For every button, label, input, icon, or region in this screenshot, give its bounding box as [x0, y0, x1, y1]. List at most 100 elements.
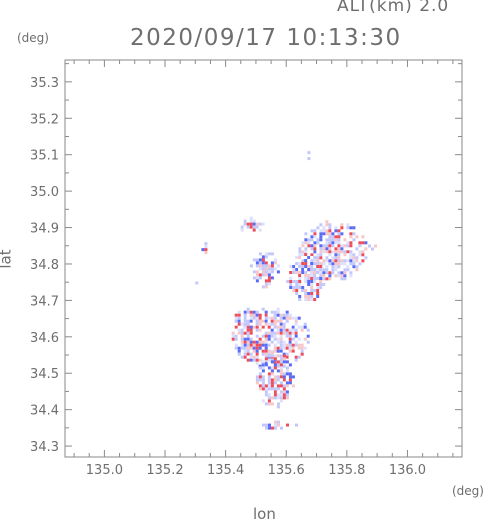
echo-cell [313, 277, 317, 280]
echo-cell [261, 222, 265, 226]
echo-cell [303, 337, 307, 341]
echo-cell [288, 346, 292, 350]
echo-cell [292, 286, 296, 289]
echo-cell [261, 252, 265, 256]
echo-cell [313, 247, 317, 251]
echo-cell [349, 271, 353, 275]
echo-cell [343, 253, 347, 257]
echo-cell [307, 265, 311, 268]
echo-cell [234, 334, 238, 338]
echo-cell [246, 349, 250, 353]
echo-cell [252, 219, 256, 223]
echo-cell [252, 258, 256, 262]
echo-cell [273, 366, 277, 370]
echo-cell [249, 358, 253, 362]
echo-cell [276, 313, 280, 317]
echo-cell [316, 286, 320, 289]
echo-cell [319, 271, 323, 274]
echo-cell [331, 277, 335, 281]
echo-cell [255, 316, 259, 320]
echo-cell [267, 316, 271, 320]
echo-cell [276, 396, 280, 400]
echo-cell [261, 340, 265, 344]
echo-cell [358, 259, 362, 263]
echo-cell [261, 264, 265, 268]
echo-cell [355, 253, 359, 257]
echo-cell [310, 253, 314, 257]
echo-cell [267, 264, 271, 268]
echo-cell [316, 256, 320, 260]
echo-cell [282, 316, 286, 320]
echo-cell [255, 319, 259, 323]
echo-cell [316, 265, 320, 268]
echo-cell [334, 247, 338, 251]
echo-cell [261, 331, 265, 335]
echo-cell [276, 328, 280, 332]
echo-cell [285, 366, 289, 370]
echo-cell [289, 271, 293, 274]
y-tick-label: 34.8 [30, 258, 59, 273]
echo-cell [240, 225, 244, 229]
echo-cell [264, 393, 268, 397]
echo-cell [310, 292, 314, 295]
echo-cell [261, 285, 265, 289]
echo-cell [246, 340, 250, 344]
y-tick-label: 35.0 [30, 185, 59, 200]
echo-cell [322, 244, 326, 248]
echo-cell [258, 352, 262, 356]
echo-cell [285, 393, 289, 397]
echo-cell [240, 340, 244, 344]
echo-cell [303, 346, 307, 350]
echo-cell [270, 252, 274, 256]
echo-cell [267, 273, 271, 277]
echo-cell [285, 352, 289, 356]
echo-cell [340, 259, 344, 263]
echo-cell [276, 346, 280, 350]
echo-cell [313, 274, 317, 277]
echo-cell [264, 357, 268, 361]
echo-cell [261, 366, 265, 370]
echo-cell [270, 340, 274, 344]
echo-cell [313, 244, 317, 248]
echo-cell [289, 277, 293, 280]
echo-cell [328, 277, 332, 281]
echo-cell [310, 277, 314, 280]
echo-cell [282, 393, 286, 397]
echo-cell [267, 375, 271, 379]
echo-cell [285, 384, 289, 388]
echo-cell [258, 258, 262, 262]
echo-cell [264, 282, 268, 286]
echo-cell [307, 274, 311, 277]
echo-cell [276, 270, 280, 274]
echo-cell [331, 241, 335, 245]
y-tick-label: 34.6 [30, 331, 59, 346]
echo-cell [258, 372, 262, 376]
echo-cell [282, 354, 286, 358]
echo-cell [343, 271, 347, 275]
echo-cell [319, 274, 323, 278]
echo-cell [301, 271, 305, 274]
echo-cell [264, 285, 268, 289]
echo-cell [258, 228, 262, 232]
echo-cell [301, 289, 305, 292]
echo-layer [192, 151, 377, 430]
echo-cell [295, 283, 299, 286]
echo-cell [319, 265, 323, 268]
echo-cell [331, 247, 335, 251]
echo-cell [249, 225, 253, 229]
echo-cell [270, 351, 274, 355]
echo-cell [243, 337, 247, 341]
echo-cell [307, 280, 311, 283]
echo-cell [322, 277, 326, 281]
echo-cell [304, 262, 308, 265]
echo-cell [316, 271, 320, 274]
echo-cell [291, 384, 295, 388]
echo-cell [337, 265, 341, 269]
echo-cell [322, 232, 326, 236]
echo-cell [282, 343, 286, 347]
echo-cell [319, 262, 323, 265]
echo-cell [325, 241, 329, 245]
echo-cell [294, 355, 298, 359]
echo-cell [246, 222, 250, 226]
echo-cell [319, 250, 323, 254]
